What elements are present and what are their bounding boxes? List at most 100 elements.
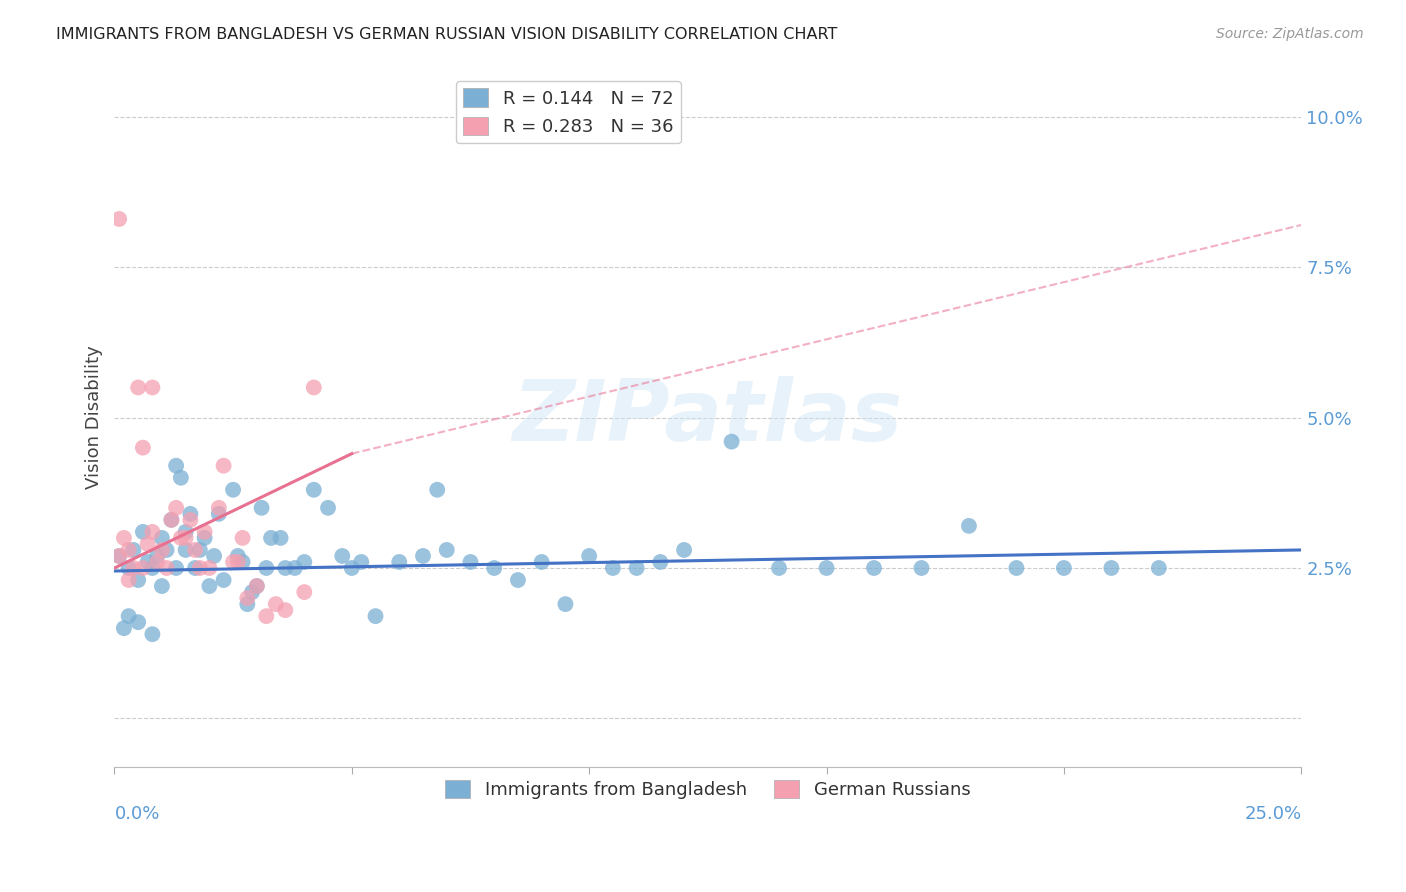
Point <box>194 531 217 545</box>
Point <box>141 561 163 575</box>
Point <box>150 531 173 545</box>
Point <box>208 500 231 515</box>
Point <box>720 434 742 449</box>
Point <box>118 609 141 624</box>
Point <box>412 549 434 563</box>
Point <box>1005 561 1028 575</box>
Text: IMMIGRANTS FROM BANGLADESH VS GERMAN RUSSIAN VISION DISABILITY CORRELATION CHART: IMMIGRANTS FROM BANGLADESH VS GERMAN RUS… <box>56 27 838 42</box>
Point <box>202 549 225 563</box>
Point <box>554 597 576 611</box>
Point <box>141 627 163 641</box>
Point <box>254 561 277 575</box>
Point <box>174 543 197 558</box>
Point <box>863 561 886 575</box>
Point <box>112 531 135 545</box>
Point <box>460 555 482 569</box>
Point <box>150 579 173 593</box>
Point <box>150 543 173 558</box>
Point <box>340 561 363 575</box>
Point <box>302 380 325 394</box>
Text: 25.0%: 25.0% <box>1244 805 1302 823</box>
Point <box>250 500 273 515</box>
Point <box>112 621 135 635</box>
Point <box>212 573 235 587</box>
Point <box>198 579 221 593</box>
Point <box>127 615 149 629</box>
Point <box>602 561 624 575</box>
Point <box>232 555 254 569</box>
Point <box>226 555 249 569</box>
Point <box>165 458 187 473</box>
Point <box>578 549 600 563</box>
Point <box>1147 561 1170 575</box>
Point <box>506 573 529 587</box>
Point <box>122 561 145 575</box>
Point <box>108 549 131 563</box>
Point <box>184 543 207 558</box>
Point <box>260 531 283 545</box>
Point <box>212 458 235 473</box>
Point <box>436 543 458 558</box>
Point <box>118 561 141 575</box>
Point <box>270 531 292 545</box>
Point <box>108 211 131 226</box>
Point <box>236 591 259 606</box>
Point <box>246 579 269 593</box>
Point <box>222 483 245 497</box>
Point <box>274 603 297 617</box>
Point <box>160 513 183 527</box>
Text: Source: ZipAtlas.com: Source: ZipAtlas.com <box>1216 27 1364 41</box>
Point <box>118 573 141 587</box>
Point <box>768 561 790 575</box>
Point <box>222 555 245 569</box>
Point <box>1053 561 1076 575</box>
Point <box>388 555 411 569</box>
Y-axis label: Vision Disability: Vision Disability <box>86 346 103 490</box>
Point <box>160 513 183 527</box>
Point <box>179 513 201 527</box>
Point <box>165 500 187 515</box>
Point <box>626 561 648 575</box>
Point <box>127 380 149 394</box>
Point <box>174 531 197 545</box>
Point <box>330 549 353 563</box>
Point <box>650 555 672 569</box>
Point <box>284 561 307 575</box>
Point <box>136 555 159 569</box>
Point <box>188 561 211 575</box>
Point <box>292 585 315 599</box>
Point <box>136 537 159 551</box>
Point <box>254 609 277 624</box>
Point <box>165 561 187 575</box>
Point <box>302 483 325 497</box>
Point <box>426 483 449 497</box>
Point <box>194 524 217 539</box>
Point <box>141 524 163 539</box>
Point <box>132 524 155 539</box>
Point <box>673 543 696 558</box>
Point <box>118 543 141 558</box>
Point <box>350 555 373 569</box>
Legend: Immigrants from Bangladesh, German Russians: Immigrants from Bangladesh, German Russi… <box>437 772 977 806</box>
Text: ZIPatlas: ZIPatlas <box>513 376 903 459</box>
Point <box>122 543 145 558</box>
Point <box>156 561 179 575</box>
Text: 0.0%: 0.0% <box>114 805 160 823</box>
Point <box>174 524 197 539</box>
Point <box>292 555 315 569</box>
Point <box>815 561 838 575</box>
Point <box>198 561 221 575</box>
Point <box>910 561 932 575</box>
Point <box>236 597 259 611</box>
Point <box>530 555 553 569</box>
Point <box>264 597 287 611</box>
Point <box>316 500 339 515</box>
Point <box>240 585 263 599</box>
Point <box>226 549 249 563</box>
Point <box>170 531 193 545</box>
Point <box>188 543 211 558</box>
Point <box>156 543 179 558</box>
Point <box>179 507 201 521</box>
Point <box>141 380 163 394</box>
Point <box>1099 561 1122 575</box>
